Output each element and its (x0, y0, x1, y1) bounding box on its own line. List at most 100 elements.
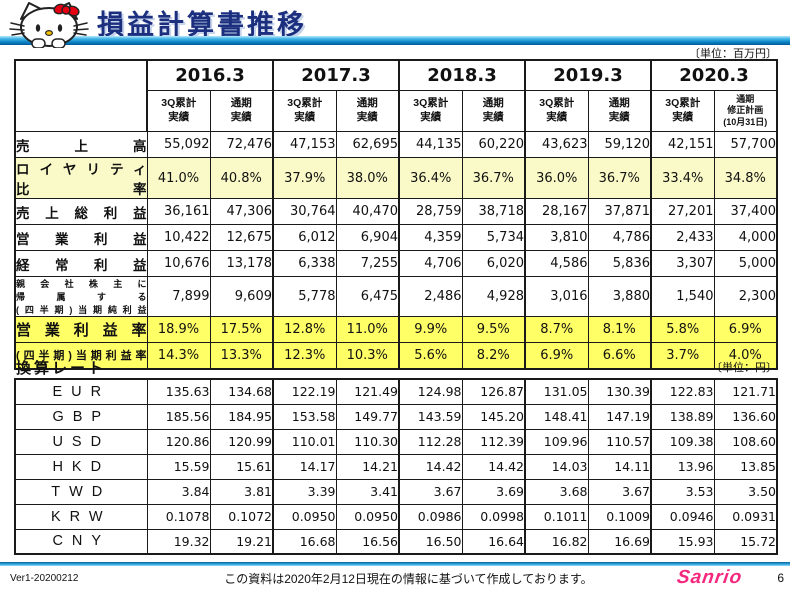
fx-table-row: TWD 3.84 3.81 3.39 3.41 3.67 3.69 3.68 3.67 3.53 3… (14, 478, 778, 505)
fx-cell: 149.77 (335, 403, 400, 430)
fx-cell: 14.42 (398, 453, 463, 480)
pl-cell: 9,609 (209, 276, 274, 317)
footer: Ver1-20200212 この資料は2020年2月12日現在の情報に基づいて作… (10, 567, 784, 588)
pl-cell: 36.0% (524, 157, 589, 199)
pl-subheader: 通期 実績 (461, 90, 526, 132)
pl-table-row: 親会社株主に 帰属する (四半期)当期純利益 7,899 9,609 5,778 6,475… (14, 276, 778, 317)
pl-subheader-line: 実績 (672, 111, 694, 123)
fx-cell: 3.50 (713, 478, 778, 505)
pl-cell: 3,307 (650, 250, 715, 277)
pl-row-label-line: (四半期)当期純利益 (16, 305, 147, 315)
pl-cell: 9.9% (398, 316, 463, 343)
pl-row-label-line: 比率 (16, 182, 147, 197)
pl-subheader-line: 実績 (230, 111, 252, 123)
fx-cell: 3.41 (335, 478, 400, 505)
pl-cell: 42,151 (650, 131, 715, 158)
pl-cell: 12.3% (272, 342, 337, 369)
pl-cell: 3,880 (587, 276, 652, 317)
pl-table-row: 売上高 55,092 72,476 47,153 62,695 44,135 60,220 4… (14, 131, 778, 158)
pl-subheader: 3Q累計 実績 (146, 90, 211, 132)
pl-corner-cell (14, 59, 148, 132)
pl-cell: 5,778 (272, 276, 337, 317)
fx-cell: 112.28 (398, 428, 463, 455)
fx-cell: 0.0986 (398, 503, 463, 530)
pl-cell: 4,359 (398, 224, 463, 251)
fx-cell: 0.1009 (587, 503, 652, 530)
pl-cell: 4,586 (524, 250, 589, 277)
pl-subheader: 通期 実績 (335, 90, 400, 132)
pl-cell: 40.8% (209, 157, 274, 199)
pl-cell: 6.9% (524, 342, 589, 369)
fx-cell: 108.60 (713, 428, 778, 455)
pl-subheader-line: 3Q累計 (413, 97, 449, 110)
pl-table-row: 売上総利益 36,161 47,306 30,764 40,470 28,759 38,71… (14, 198, 778, 225)
pl-subheader-line: 実績 (608, 111, 630, 123)
pl-subheader: 通期 修正計画 (10月31日) (713, 90, 778, 132)
fx-cell: 110.57 (587, 428, 652, 455)
fx-cell: 0.1011 (524, 503, 589, 530)
fx-cell: 15.93 (650, 528, 715, 555)
fx-cell: 3.81 (209, 478, 274, 505)
pl-cell: 2,433 (650, 224, 715, 251)
fx-cell: 14.42 (461, 453, 526, 480)
pl-subheader-line: 3Q累計 (539, 97, 575, 110)
fx-cell: 0.1078 (146, 503, 211, 530)
pl-cell: 36.4% (398, 157, 463, 199)
pl-cell: 12,675 (209, 224, 274, 251)
fx-cell: 13.96 (650, 453, 715, 480)
pl-row-label: 親会社株主に 帰属する (四半期)当期純利益 (14, 276, 148, 317)
fx-cell: 14.17 (272, 453, 337, 480)
fx-currency-label: HKD (14, 453, 148, 480)
fx-cell: 14.03 (524, 453, 589, 480)
pl-cell: 57,700 (713, 131, 778, 158)
fx-cell: 0.0931 (713, 503, 778, 530)
fx-cell: 3.84 (146, 478, 211, 505)
fx-table-row: KRW 0.1078 0.1072 0.0950 0.0950 0.0986 0.0998 0… (14, 503, 778, 530)
pl-cell: 43,623 (524, 131, 589, 158)
pl-cell: 27,201 (650, 198, 715, 225)
pl-subheader-line: 通期 (608, 97, 630, 110)
fx-cell: 109.96 (524, 428, 589, 455)
pl-table-row: (四半期)当期利益率 14.3% 13.3% 12.3% 10.3% 5.6% 8.2% 6.… (14, 342, 778, 369)
pl-cell: 8.1% (587, 316, 652, 343)
pl-cell: 12.8% (272, 316, 337, 343)
fx-cell: 112.39 (461, 428, 526, 455)
pl-cell: 8.2% (461, 342, 526, 369)
fx-cell: 121.49 (335, 378, 400, 405)
pl-cell: 37,400 (713, 198, 778, 225)
pl-cell: 6,020 (461, 250, 526, 277)
fx-cell: 130.39 (587, 378, 652, 405)
pl-cell: 4.0% (713, 342, 778, 369)
fx-currency-label: EUR (14, 378, 148, 405)
fx-currency-label: KRW (14, 503, 148, 530)
fx-cell: 14.11 (587, 453, 652, 480)
pl-subheader: 3Q累計 実績 (272, 90, 337, 132)
pl-cell: 60,220 (461, 131, 526, 158)
fx-cell: 0.1072 (209, 503, 274, 530)
fx-cell: 15.59 (146, 453, 211, 480)
pl-row-label: 営業利益 (14, 224, 148, 251)
pl-subheader-row: 3Q累計 実績 通期 実績 3Q累計 実績 通期 実績 3Q累計 実績 通期 実績 3Q累計 実績 通期 実績… (15, 90, 778, 132)
fx-table-row: GBP 185.56 184.95 153.58 149.77 143.59 145.20 1… (14, 403, 778, 430)
pl-cell: 59,120 (587, 131, 652, 158)
fx-cell: 19.21 (209, 528, 274, 555)
pl-subheader-line: 通期 (482, 97, 504, 110)
pl-subheader: 3Q累計 実績 (524, 90, 589, 132)
pl-cell: 47,306 (209, 198, 274, 225)
fx-cell: 0.0946 (650, 503, 715, 530)
fx-cell: 13.85 (713, 453, 778, 480)
pl-cell: 6,012 (272, 224, 337, 251)
pl-cell: 10,422 (146, 224, 211, 251)
pl-cell: 6,904 (335, 224, 400, 251)
fx-cell: 110.30 (335, 428, 400, 455)
fx-cell: 110.01 (272, 428, 337, 455)
pl-subheader-line: 実績 (168, 111, 190, 123)
fx-cell: 185.56 (146, 403, 211, 430)
page-title: 損益計算書推移 (97, 10, 307, 40)
pl-cell: 37.9% (272, 157, 337, 199)
fx-cell: 0.0998 (461, 503, 526, 530)
pl-cell: 6.9% (713, 316, 778, 343)
pl-cell: 5,734 (461, 224, 526, 251)
fx-cell: 14.21 (335, 453, 400, 480)
